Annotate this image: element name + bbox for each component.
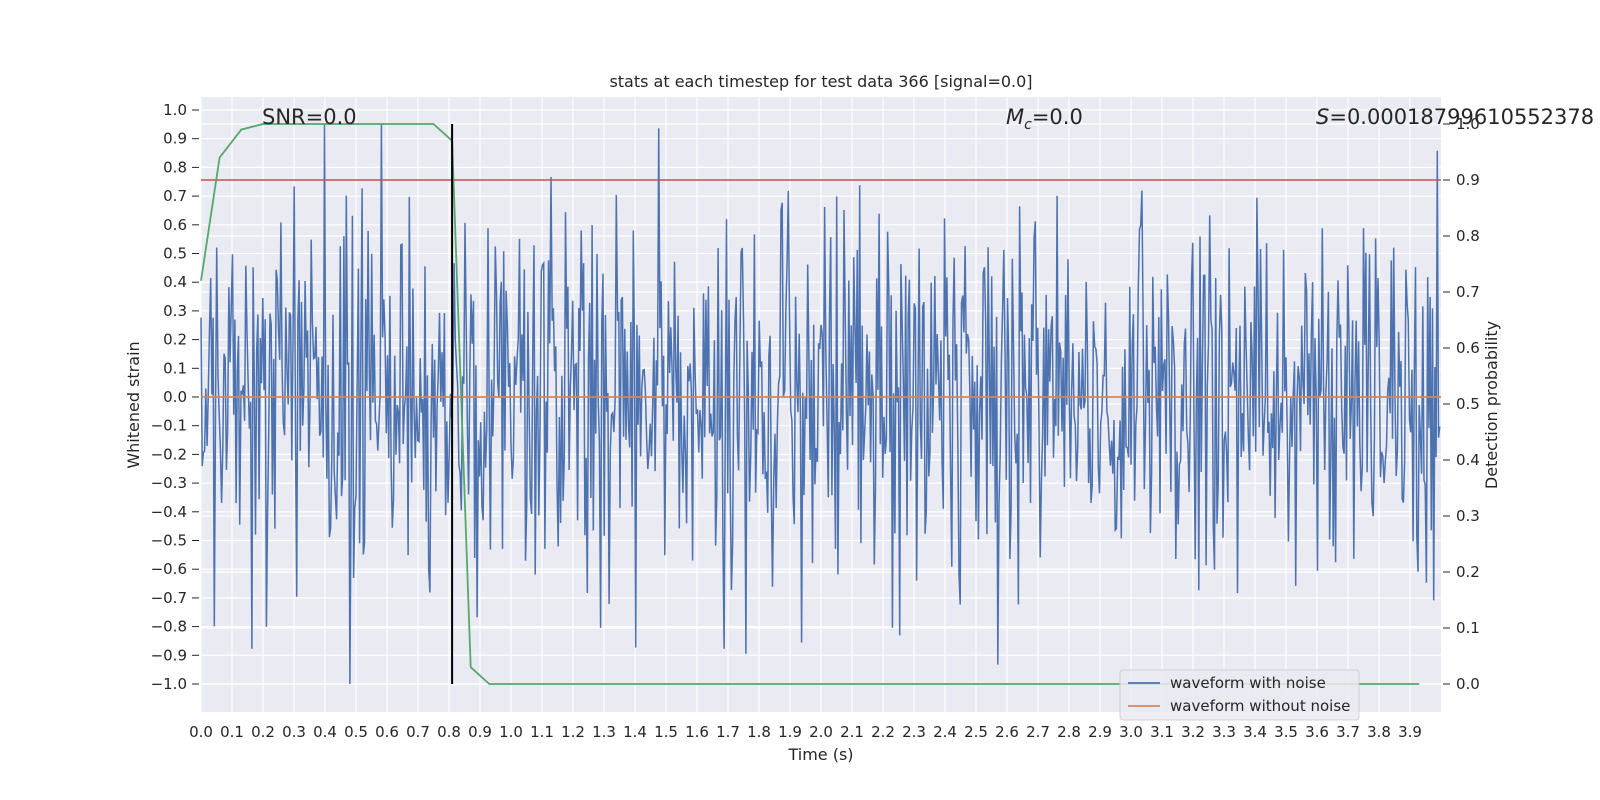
x-tick-label: 2.8 xyxy=(1057,723,1081,741)
y-axis-ticks: 1.0 0.9 0.8 0.7 0.6 0.5 0.4 0.3 0.2 0.1 0.0 −0.1 −0.… xyxy=(151,101,199,693)
y-tick-label: 0.4 xyxy=(163,273,187,291)
x-tick-label: 3.3 xyxy=(1212,723,1236,741)
y2-axis-label: Detection probability xyxy=(1482,321,1501,489)
x-tick-label: 3.1 xyxy=(1150,723,1174,741)
x-tick-label: 2.3 xyxy=(902,723,926,741)
x-tick-label: 1.7 xyxy=(716,723,740,741)
y-axis-label: Whitened strain xyxy=(124,341,143,468)
y-tick-label: 0.1 xyxy=(163,359,187,377)
legend: waveform with noise waveform without noi… xyxy=(1119,669,1360,721)
x-tick-label: 2.1 xyxy=(840,723,864,741)
x-tick-label: 0.5 xyxy=(344,723,368,741)
snr-stat-annotation: S=0.00018799610552378 xyxy=(1316,105,1594,129)
y2-tick-label: 0.4 xyxy=(1456,451,1480,469)
y-tick-label: −0.6 xyxy=(151,560,187,578)
x-axis-label: Time (s) xyxy=(787,745,853,764)
y2-tick-label: 1.0 xyxy=(1456,115,1480,133)
series-waveform-with-noise xyxy=(200,124,1441,685)
x-tick-label: 3.9 xyxy=(1398,723,1422,741)
x-tick-label: 2.2 xyxy=(871,723,895,741)
y-tick-label: −0.1 xyxy=(151,417,187,435)
chirp-mass-value: =0.0 xyxy=(1032,105,1083,129)
y2-tick-label: 0.2 xyxy=(1456,563,1480,581)
y2-tick-label: 0.9 xyxy=(1456,171,1480,189)
y2-axis-ticks: 1.0 0.9 0.8 0.7 0.6 0.5 0.4 0.3 0.2 0.1 0.0 xyxy=(1443,115,1480,693)
y-tick-label: −0.5 xyxy=(151,532,187,550)
chirp-mass-symbol: M xyxy=(1006,105,1024,129)
y2-tick-label: 0.6 xyxy=(1456,339,1480,357)
x-tick-label: 0.8 xyxy=(437,723,461,741)
y-tick-label: −0.9 xyxy=(151,646,187,664)
snr-stat-symbol: S xyxy=(1316,105,1329,129)
snr-stat-value: =0.00018799610552378 xyxy=(1329,105,1594,129)
y-tick-label: 0.0 xyxy=(163,388,187,406)
x-axis-ticks: 0.0 0.1 0.2 0.3 0.4 0.5 0.6 0.7 0.8 0.9 1.0 1.1 1.2 1… xyxy=(189,723,1422,741)
y-tick-label: 0.5 xyxy=(163,245,187,263)
y2-tick-label: 0.5 xyxy=(1456,395,1480,413)
chart-title: stats at each timestep for test data 366… xyxy=(609,72,1032,91)
y-tick-label: 1.0 xyxy=(163,101,187,119)
y-tick-label: −0.3 xyxy=(151,474,187,492)
x-tick-label: 0.6 xyxy=(375,723,399,741)
y-tick-label: −0.8 xyxy=(151,618,187,636)
chirp-mass-subscript: c xyxy=(1024,117,1032,133)
x-tick-label: 0.7 xyxy=(406,723,430,741)
x-tick-label: 3.7 xyxy=(1336,723,1360,741)
y-tick-label: 0.6 xyxy=(163,216,187,234)
line-waveform-with-noise xyxy=(200,124,1441,685)
y2-tick-label: 0.8 xyxy=(1456,227,1480,245)
y-tick-label: 0.2 xyxy=(163,331,187,349)
y-tick-label: 0.7 xyxy=(163,187,187,205)
x-tick-label: 1.0 xyxy=(499,723,523,741)
x-tick-label: 3.0 xyxy=(1119,723,1143,741)
x-tick-label: 0.3 xyxy=(282,723,306,741)
x-tick-label: 1.2 xyxy=(561,723,585,741)
y2-tick-label: 0.0 xyxy=(1456,675,1480,693)
x-tick-label: 3.2 xyxy=(1181,723,1205,741)
x-tick-label: 2.7 xyxy=(1026,723,1050,741)
y-tick-label: 0.3 xyxy=(163,302,187,320)
x-tick-label: 0.2 xyxy=(251,723,275,741)
y-tick-label: −1.0 xyxy=(151,675,187,693)
y-tick-label: 0.8 xyxy=(163,158,187,176)
x-tick-label: 1.4 xyxy=(623,723,647,741)
x-tick-label: 1.3 xyxy=(592,723,616,741)
x-tick-label: 2.0 xyxy=(809,723,833,741)
y-tick-label: −0.7 xyxy=(151,589,187,607)
x-tick-label: 1.1 xyxy=(530,723,554,741)
legend-box xyxy=(1119,669,1360,721)
y2-tick-label: 0.7 xyxy=(1456,283,1480,301)
y-tick-label: −0.2 xyxy=(151,445,187,463)
x-tick-label: 2.4 xyxy=(933,723,957,741)
legend-label-clean: waveform without noise xyxy=(1170,697,1350,715)
x-tick-label: 1.8 xyxy=(747,723,771,741)
x-tick-label: 2.6 xyxy=(995,723,1019,741)
x-tick-label: 0.0 xyxy=(189,723,213,741)
x-tick-label: 3.8 xyxy=(1367,723,1391,741)
x-tick-label: 3.5 xyxy=(1274,723,1298,741)
x-tick-label: 1.9 xyxy=(778,723,802,741)
snr-annotation: SNR=0.0 xyxy=(262,105,357,129)
y-tick-label: 0.9 xyxy=(163,130,187,148)
x-tick-label: 3.4 xyxy=(1243,723,1267,741)
x-tick-label: 0.9 xyxy=(468,723,492,741)
x-tick-label: 2.9 xyxy=(1088,723,1112,741)
x-tick-label: 1.5 xyxy=(654,723,678,741)
legend-label-noise: waveform with noise xyxy=(1170,674,1326,692)
chirp-mass-annotation: Mc=0.0 xyxy=(1006,105,1083,133)
y2-tick-label: 0.1 xyxy=(1456,619,1480,637)
y2-tick-label: 0.3 xyxy=(1456,507,1480,525)
x-tick-label: 0.4 xyxy=(313,723,337,741)
y-tick-label: −0.4 xyxy=(151,503,187,521)
x-tick-label: 1.6 xyxy=(685,723,709,741)
x-tick-label: 3.6 xyxy=(1305,723,1329,741)
x-tick-label: 0.1 xyxy=(220,723,244,741)
x-tick-label: 2.5 xyxy=(964,723,988,741)
